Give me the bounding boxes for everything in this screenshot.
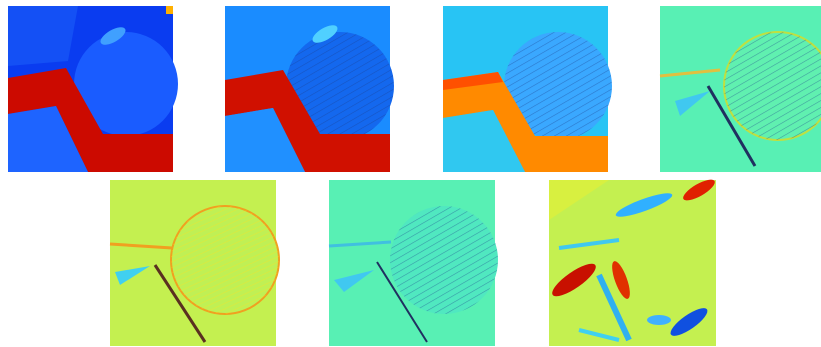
- edge: [328, 240, 392, 248]
- edge: [659, 68, 721, 78]
- region: [8, 106, 88, 172]
- region: [225, 108, 305, 172]
- edge: [706, 85, 757, 167]
- blob: [615, 193, 673, 217]
- blob: [612, 261, 630, 299]
- feature-map: [328, 180, 498, 346]
- blob: [100, 27, 126, 45]
- feature-map: [109, 180, 280, 346]
- region: [549, 180, 609, 220]
- feature-map: [549, 179, 716, 346]
- feature-map: [443, 6, 612, 172]
- band: [8, 68, 173, 172]
- corner: [166, 6, 173, 14]
- region: [675, 91, 710, 116]
- feature-map: [659, 6, 821, 172]
- blob: [552, 263, 596, 297]
- texture: [504, 32, 612, 140]
- blob: [312, 25, 338, 43]
- texture: [286, 32, 394, 140]
- feature-map: [8, 6, 178, 172]
- region: [334, 270, 374, 292]
- texture: [390, 206, 498, 314]
- band: [225, 70, 390, 172]
- band-edge: [443, 72, 503, 90]
- edge: [109, 242, 173, 250]
- blob: [683, 179, 715, 201]
- edge: [596, 273, 632, 342]
- blob: [670, 308, 708, 336]
- region: [115, 266, 150, 285]
- region: [443, 110, 525, 172]
- feature-map: [225, 6, 394, 172]
- edge: [153, 264, 207, 343]
- blob: [647, 315, 671, 325]
- disc: [74, 32, 178, 136]
- band: [443, 72, 608, 172]
- edge: [558, 238, 620, 250]
- texture: [171, 206, 279, 314]
- edge: [376, 261, 428, 343]
- region: [8, 6, 78, 66]
- texture: [724, 32, 821, 140]
- edge: [578, 328, 620, 342]
